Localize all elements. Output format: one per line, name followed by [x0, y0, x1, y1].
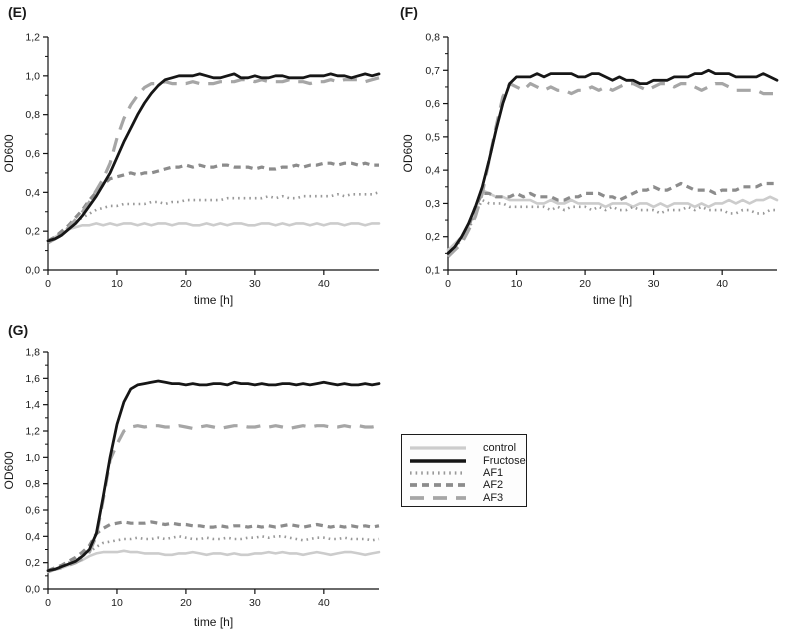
y-tick-label: 0,2 — [25, 557, 40, 569]
y-tick-label: 0,2 — [425, 231, 440, 243]
legend-box: control Fructose AF1 AF2 AF3 — [401, 434, 527, 507]
x-tick-label: 40 — [318, 597, 330, 609]
x-tick-label: 10 — [111, 278, 123, 290]
series-line-af2 — [47, 520, 380, 573]
legend-item-af1: AF1 — [409, 467, 526, 479]
panel-F-chart: 0,1 0,2 0,3 0,4 0,5 0,6 0,7 0,8 0 10 20 30 40 (F) OD60… — [400, 4, 779, 307]
series-line-af2 — [47, 161, 379, 243]
series-line-fructose — [446, 68, 779, 255]
y-tick-label: 0,6 — [25, 148, 40, 160]
series-line-af1 — [47, 535, 380, 574]
x-tick-label: 30 — [249, 597, 261, 609]
series-line-af2 — [446, 181, 777, 255]
panel-label-E: (E) — [8, 4, 27, 20]
legend-swatch-af3-line — [410, 495, 466, 500]
x-tick-label: 40 — [716, 278, 728, 290]
legend-swatch-af1-line — [410, 471, 466, 475]
y-tick-label: 0,4 — [25, 187, 40, 199]
y-tick-label: 0,8 — [425, 32, 440, 44]
y-tick-label: 0,1 — [425, 265, 440, 277]
legend-item-af3: AF3 — [409, 492, 526, 504]
y-tick-label: 1,6 — [25, 373, 40, 385]
y-tick-label: 1,4 — [25, 399, 40, 411]
series-line-control — [46, 549, 381, 574]
y-tick-label: 1,8 — [25, 347, 40, 359]
y-tick-label: 1,0 — [25, 452, 40, 464]
y-tick-label: 0,0 — [25, 265, 40, 277]
y-tick-label: 0,0 — [25, 584, 40, 596]
legend-label: control — [483, 442, 517, 455]
x-tick-label: 0 — [45, 597, 51, 609]
y-tick-label: 0,4 — [425, 165, 440, 177]
series-line-af3 — [47, 424, 380, 574]
y-axis-label: OD600 — [2, 451, 16, 489]
legend-swatch-af2-line — [410, 483, 466, 488]
x-tick-label: 30 — [249, 278, 261, 290]
y-tick-label: 0,6 — [25, 505, 40, 517]
x-tick-label: 10 — [511, 278, 523, 290]
panel-label-G: (G) — [8, 322, 28, 338]
legend-label: AF1 — [483, 466, 504, 479]
legend-label: Fructose — [483, 454, 526, 467]
y-tick-label: 0,8 — [25, 109, 40, 121]
series-line-af3 — [446, 81, 777, 258]
y-tick-label: 0,5 — [425, 131, 440, 143]
y-axis-label: OD600 — [401, 134, 415, 172]
y-axis-label: OD600 — [2, 134, 16, 172]
y-tick-label: 1,2 — [25, 32, 40, 44]
legend-item-fructose: Fructose — [409, 454, 526, 467]
series-line-af1 — [446, 198, 777, 258]
legend-swatch-control-line — [410, 446, 466, 450]
legend-item-control: control — [409, 442, 526, 454]
panel-G-chart: 0,0 0,2 0,4 0,6 0,8 1,0 1,2 1,4 1,6 1,8 0 10 20 30 40 (… — [2, 322, 381, 629]
series-line-fructose — [46, 72, 381, 243]
x-axis-label: time [h] — [194, 293, 233, 307]
y-tick-label: 1,2 — [25, 426, 40, 438]
y-tick-label: 1,0 — [25, 70, 40, 82]
series-line-fructose — [46, 379, 381, 573]
series-line-af3 — [47, 76, 380, 245]
x-axis-label: time [h] — [593, 293, 632, 307]
x-tick-label: 20 — [180, 278, 192, 290]
series-line-control — [46, 222, 381, 243]
legend-label: AF3 — [483, 491, 504, 504]
y-tick-label: 0,2 — [25, 226, 40, 238]
y-tick-label: 0,6 — [425, 98, 440, 110]
x-tick-label: 30 — [648, 278, 660, 290]
panel-E-chart: 0,0 0,2 0,4 0,6 0,8 1,0 1,2 0 10 20 30 40 (E) OD600 ti… — [2, 4, 381, 307]
x-tick-label: 20 — [180, 597, 192, 609]
legend-label: AF2 — [483, 479, 504, 492]
y-tick-label: 0,8 — [25, 478, 40, 490]
x-tick-label: 10 — [111, 597, 123, 609]
y-tick-label: 0,3 — [425, 198, 440, 210]
legend-item-af2: AF2 — [409, 479, 526, 491]
x-tick-label: 20 — [579, 278, 591, 290]
series-line-af1 — [47, 191, 380, 243]
panel-label-F: (F) — [400, 4, 418, 20]
y-tick-label: 0,7 — [425, 65, 440, 77]
x-tick-label: 0 — [445, 278, 451, 290]
x-tick-label: 40 — [318, 278, 330, 290]
y-tick-label: 0,4 — [25, 531, 40, 543]
legend-swatch-fructose-line — [410, 458, 466, 463]
x-axis-label: time [h] — [194, 615, 233, 629]
series-line-control — [446, 188, 779, 252]
x-tick-label: 0 — [45, 278, 51, 290]
